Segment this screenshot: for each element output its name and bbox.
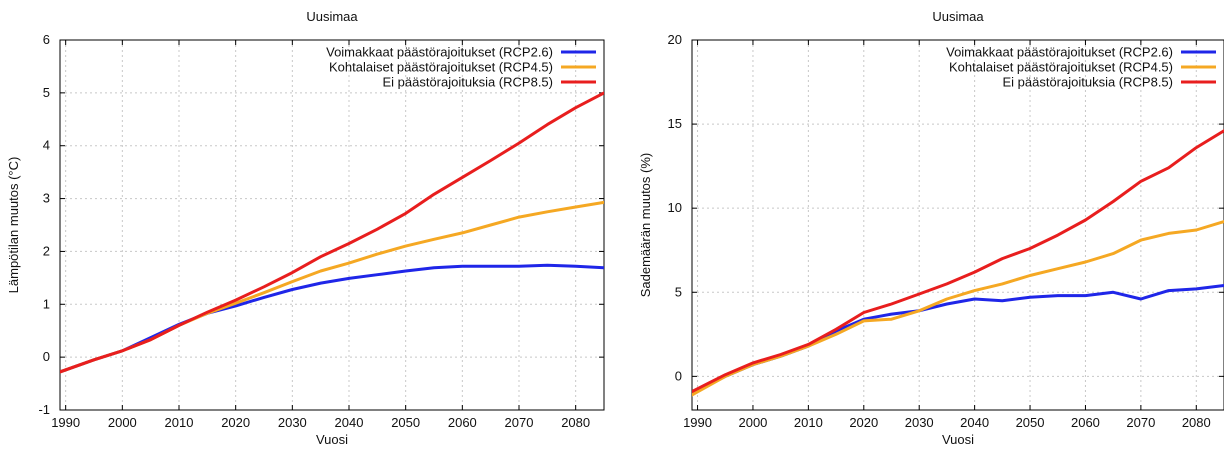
x-tick-label: 1990 bbox=[51, 415, 80, 430]
legend: Voimakkaat päästörajoitukset (RCP2.6)Koh… bbox=[326, 45, 596, 90]
y-tick-label: 4 bbox=[43, 138, 50, 153]
y-tick-label: 15 bbox=[668, 116, 682, 131]
legend-label-1: Voimakkaat päästörajoitukset (RCP2.6) bbox=[326, 45, 553, 60]
series-line-1 bbox=[60, 263, 604, 374]
y-tick-label: 3 bbox=[43, 191, 50, 206]
x-tick-label: 2060 bbox=[1071, 415, 1100, 430]
y-axis-label: Sademäärän muutos (%) bbox=[638, 153, 653, 298]
chart-panel-1: 1990 2000 2010 2020 2030 2040 2050 2060 2070 2080… bbox=[6, 9, 605, 447]
chart-title: Uusimaa bbox=[932, 9, 984, 24]
y-tick-label: 1 bbox=[43, 296, 50, 311]
series-lines bbox=[692, 129, 1224, 397]
series-line-3 bbox=[60, 91, 604, 374]
series-line-2 bbox=[692, 220, 1224, 397]
x-tick-label: 2080 bbox=[1182, 415, 1211, 430]
x-tick-label: 2050 bbox=[391, 415, 420, 430]
y-axis-label: Lämpötilan muutos (°C) bbox=[6, 157, 21, 294]
y-tick-label: -1 bbox=[38, 402, 50, 417]
chart-panel-2: 1990 2000 2010 2020 2030 2040 2050 2060 2070 2080… bbox=[638, 9, 1224, 447]
series-line-2 bbox=[60, 200, 604, 374]
x-tick-label: 2070 bbox=[1126, 415, 1155, 430]
plot-frame bbox=[59, 39, 605, 411]
y-tick-label: 10 bbox=[668, 200, 682, 215]
legend-label-1: Voimakkaat päästörajoitukset (RCP2.6) bbox=[946, 45, 1173, 60]
x-tick-label: 2020 bbox=[221, 415, 250, 430]
x-tick-label: 2010 bbox=[794, 415, 823, 430]
x-tick-label: 1990 bbox=[683, 415, 712, 430]
y-tick-label: 5 bbox=[43, 85, 50, 100]
x-tick-label: 2010 bbox=[165, 415, 194, 430]
x-tick-label: 2040 bbox=[335, 415, 364, 430]
grid bbox=[60, 40, 604, 410]
y-tick-label: 20 bbox=[668, 32, 682, 47]
x-axis-label: Vuosi bbox=[316, 432, 348, 447]
x-tick-label: 2050 bbox=[1016, 415, 1045, 430]
x-axis-label: Vuosi bbox=[942, 432, 974, 447]
legend: Voimakkaat päästörajoitukset (RCP2.6)Koh… bbox=[946, 45, 1216, 90]
y-tick-label: 0 bbox=[675, 368, 682, 383]
x-tick-label: 2000 bbox=[738, 415, 767, 430]
x-tick-label: 2020 bbox=[849, 415, 878, 430]
x-tick-label: 2060 bbox=[448, 415, 477, 430]
legend-label-2: Kohtalaiset päästörajoitukset (RCP4.5) bbox=[329, 60, 553, 75]
x-tick-label: 2030 bbox=[278, 415, 307, 430]
legend-label-2: Kohtalaiset päästörajoitukset (RCP4.5) bbox=[949, 60, 1173, 75]
x-tick-label: 2080 bbox=[561, 415, 590, 430]
grid bbox=[692, 40, 1224, 410]
series-line-1 bbox=[692, 284, 1224, 395]
y-tick-label: 2 bbox=[43, 243, 50, 258]
chart-title: Uusimaa bbox=[306, 9, 358, 24]
x-tick-label: 2000 bbox=[108, 415, 137, 430]
y-tick-label: 5 bbox=[675, 284, 682, 299]
legend-label-3: Ei päästörajoituksia (RCP8.5) bbox=[1002, 75, 1173, 90]
plot-frame bbox=[691, 39, 1224, 411]
x-tick-label: 2040 bbox=[960, 415, 989, 430]
x-tick-label: 2070 bbox=[505, 415, 534, 430]
y-tick-label: 6 bbox=[43, 32, 50, 47]
legend-label-3: Ei päästörajoituksia (RCP8.5) bbox=[382, 75, 553, 90]
x-tick-label: 2030 bbox=[905, 415, 934, 430]
series-line-3 bbox=[692, 129, 1224, 393]
series-lines bbox=[60, 91, 604, 374]
y-tick-label: 0 bbox=[43, 349, 50, 364]
